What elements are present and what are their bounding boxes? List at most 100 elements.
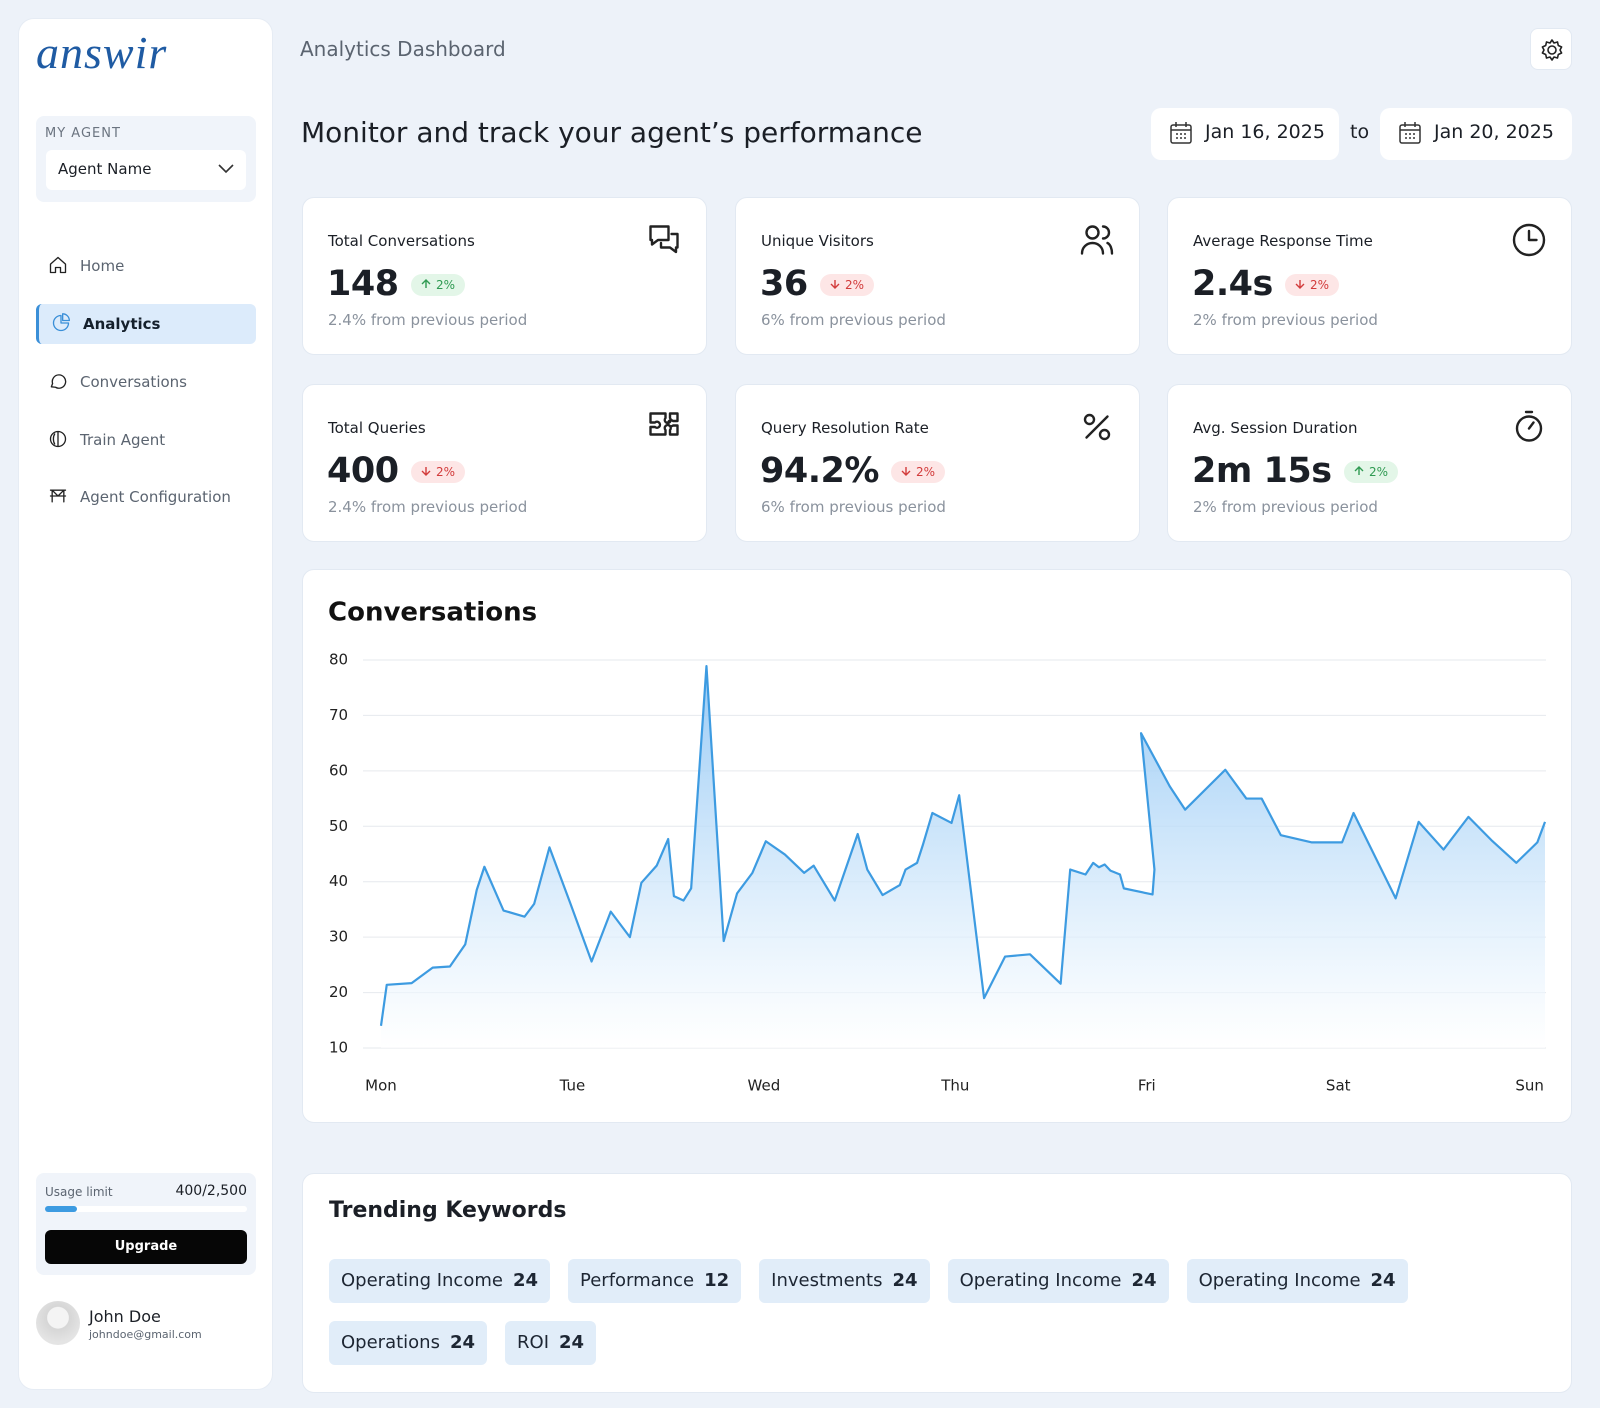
metric-change: 2%: [1285, 274, 1340, 296]
metric-change-text: 2%: [1310, 278, 1330, 292]
settings-button[interactable]: [1530, 28, 1572, 70]
user-email: johndoe@gmail.com: [89, 1328, 202, 1341]
trend-arrow-path: [830, 280, 840, 289]
trend-arrow: [421, 467, 431, 476]
metric-change: 2%: [1344, 461, 1399, 483]
nav-icon: [49, 489, 67, 503]
keyword-chip[interactable]: Investments 24: [759, 1259, 930, 1303]
avatar[interactable]: [36, 1301, 80, 1345]
metric-value: 2m 15s: [1192, 451, 1332, 491]
y-tick-label: 40: [329, 872, 348, 890]
keyword-chip[interactable]: Operating Income 24: [947, 1259, 1169, 1303]
nav-label: Analytics: [83, 315, 161, 333]
start-date[interactable]: Jan 16, 2025: [1151, 108, 1339, 160]
metric-card: Total Queries 400 2% 2.4% from previous per…: [302, 384, 707, 542]
nav-item[interactable]: Analytics: [36, 304, 256, 344]
metric-value: 36: [760, 264, 808, 304]
start-date-text: Jan 16, 2025: [1205, 121, 1325, 143]
keyword-count: 24: [449, 1332, 476, 1353]
metric-note: 6% from previous period: [761, 311, 946, 329]
metric-icon: [1080, 225, 1114, 255]
metric-icon: [649, 225, 679, 254]
trend-arrow: [830, 280, 840, 289]
x-tick-label: Sat: [1326, 1077, 1351, 1095]
metric-icon-path: [649, 412, 679, 436]
y-tick-label: 70: [329, 706, 348, 724]
metric-title: Query Resolution Rate: [761, 419, 929, 437]
trend-arrow: [901, 467, 911, 476]
keyword-label: Operating Income: [1198, 1270, 1361, 1291]
x-tick-label: Fri: [1138, 1077, 1156, 1095]
usage-track: [45, 1206, 247, 1212]
user-name: John Doe: [89, 1307, 161, 1326]
keywords-card: Trending Keywords Operating Income 24 Perf…: [302, 1173, 1572, 1393]
area-fill: [381, 666, 1545, 1048]
metric-icon: [1515, 410, 1543, 442]
metric-change-text: 2%: [436, 465, 456, 479]
end-date[interactable]: Jan 20, 2025: [1380, 108, 1572, 160]
keyword-chip[interactable]: Performance 12: [568, 1259, 742, 1303]
nav-item[interactable]: Home: [36, 246, 256, 286]
metric-icon-path: [1512, 223, 1546, 257]
agent-selector: MY AGENT Agent Name: [36, 116, 256, 202]
nav-label: Agent Configuration: [80, 488, 231, 506]
trend-arrow: [1354, 466, 1364, 475]
nav-item[interactable]: Conversations: [36, 362, 256, 402]
keyword-label: Operating Income: [959, 1270, 1122, 1291]
agent-name: Agent Name: [58, 160, 152, 178]
x-tick-label: Thu: [940, 1077, 969, 1095]
nav-item[interactable]: Agent Configuration: [36, 477, 256, 517]
nav-label: Train Agent: [80, 431, 166, 449]
trend-arrow: [1295, 280, 1305, 289]
metric-value: 2.4s: [1192, 264, 1273, 304]
keywords-title: Trending Keywords: [329, 1198, 567, 1223]
calendar-icon: [1170, 122, 1192, 144]
nav-icon-path: [49, 430, 67, 448]
trend-arrow-path: [421, 279, 431, 288]
keyword-chip[interactable]: ROI 24: [505, 1321, 597, 1365]
y-tick-label: 80: [329, 651, 348, 669]
metric-note: 2% from previous period: [1193, 498, 1378, 516]
upgrade-button[interactable]: Upgrade: [45, 1230, 247, 1264]
usage-bar: [45, 1206, 78, 1212]
nav-icon: [50, 374, 67, 389]
metric-note: 2.4% from previous period: [328, 311, 528, 329]
keyword-label: Investments: [771, 1270, 883, 1291]
keyword-chip[interactable]: Operating Income 24: [329, 1259, 551, 1303]
keyword-label: Operations: [341, 1332, 440, 1353]
metric-card: Query Resolution Rate 94.2% 2% 6% from prev…: [735, 384, 1140, 542]
nav-label: Home: [80, 257, 125, 275]
line: [379, 664, 1547, 1026]
nav-icon-path: [50, 374, 67, 389]
trend-arrow-path: [901, 467, 911, 476]
metric-value: 148: [327, 264, 399, 304]
metric-icon-path: [1515, 410, 1543, 442]
y-tick-label: 10: [329, 1039, 348, 1057]
metric-change-text: 2%: [1369, 465, 1389, 479]
y-tick-label: 30: [329, 928, 348, 946]
usage-panel: Usage limit 400/2,500 Upgrade: [36, 1173, 256, 1275]
metric-card: Total Conversations 148 2% 2.4% from previo…: [302, 197, 707, 355]
keyword-count: 12: [704, 1270, 730, 1291]
agent-dropdown[interactable]: Agent Name: [46, 150, 246, 190]
nav-item[interactable]: Train Agent: [36, 420, 256, 460]
y-tick-label: 20: [329, 983, 348, 1001]
y-tick-label: 60: [329, 761, 348, 779]
metric-change-text: 2%: [845, 278, 865, 292]
conversations-chart: Conversations 10 20 30 40 50 60 70 80 Mon Tue Wed T…: [328, 598, 1547, 1095]
date-separator: to: [1350, 121, 1370, 143]
keyword-chip[interactable]: Operations 24: [329, 1321, 488, 1365]
metric-icon-path: [1083, 413, 1111, 441]
metric-card: Average Response Time 2.4s 2% 2% from previ…: [1167, 197, 1572, 355]
nav-icon-path: [49, 256, 67, 274]
keyword-chip[interactable]: Operating Income 24: [1186, 1259, 1408, 1303]
nav-icon: [49, 256, 67, 274]
chart-title: Conversations: [328, 598, 537, 628]
sidebar: [18, 18, 273, 1390]
nav-icon: [52, 313, 71, 332]
x-tick-label: Sun: [1515, 1077, 1544, 1095]
metric-title: Total Queries: [328, 419, 426, 437]
nav-icon-path: [49, 489, 67, 503]
logo[interactable]: answir: [36, 27, 168, 78]
